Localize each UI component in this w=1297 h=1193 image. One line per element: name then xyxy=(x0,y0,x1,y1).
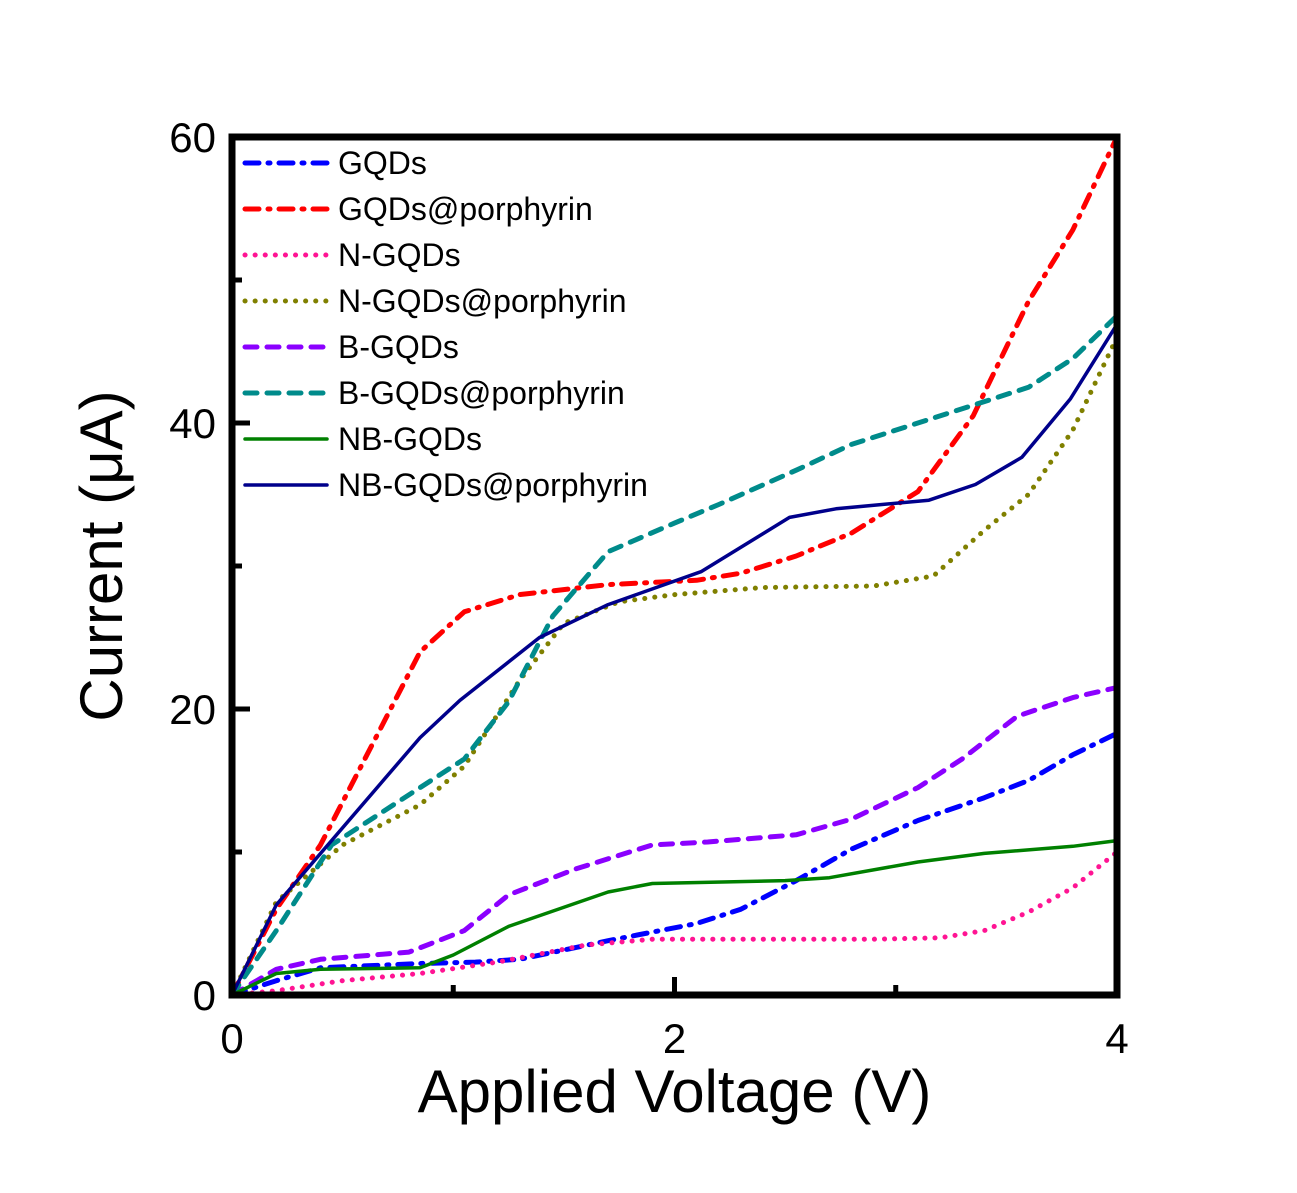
legend-label: GQDs xyxy=(338,145,427,181)
legend-item-b-gqds-porphyrin: B-GQDs@porphyrin xyxy=(242,375,625,411)
series-line-gqds xyxy=(229,730,1120,998)
legend-item-gqds: GQDs xyxy=(242,145,427,181)
legend-label: GQDs@porphyrin xyxy=(338,191,593,227)
series-layer xyxy=(229,134,1120,998)
series-line-b-gqds-porphyrin xyxy=(229,313,1120,998)
series-line-b-gqds xyxy=(229,685,1120,998)
legend-label: B-GQDs@porphyrin xyxy=(338,375,625,411)
legend-label: NB-GQDs@porphyrin xyxy=(338,467,648,503)
legend-label: N-GQDs@porphyrin xyxy=(338,283,627,319)
series-line-nb-gqds xyxy=(230,838,1119,997)
y-axis-title: Current (μA) xyxy=(68,390,135,721)
series-line-gqds-porphyrin xyxy=(229,134,1120,998)
y-tick-label: 0 xyxy=(193,972,216,1019)
legend-label: NB-GQDs xyxy=(338,421,482,457)
legend-item-nb-gqds-porphyrin: NB-GQDs@porphyrin xyxy=(243,467,648,503)
legend: GQDs GQDs@porphyrin N-GQDs N-GQDs@porphyrin… xyxy=(242,145,648,503)
x-axis-title: Applied Voltage (V) xyxy=(418,1058,932,1125)
legend-item-nb-gqds: NB-GQDs xyxy=(243,421,482,457)
series-line-n-gqds-porphyrin xyxy=(229,334,1120,998)
legend-label: B-GQDs xyxy=(338,329,459,365)
y-tick-label: 40 xyxy=(169,400,216,447)
legend-item-gqds-porphyrin: GQDs@porphyrin xyxy=(242,191,593,227)
x-tick-label: 2 xyxy=(663,1015,686,1062)
x-tick-label: 0 xyxy=(220,1015,243,1062)
legend-label: N-GQDs xyxy=(338,237,461,273)
series-line-nb-gqds-porphyrin xyxy=(230,322,1119,997)
series-line-n-gqds xyxy=(229,849,1120,998)
y-tick-label: 20 xyxy=(169,686,216,733)
legend-item-b-gqds: B-GQDs xyxy=(242,329,459,365)
legend-item-n-gqds-porphyrin: N-GQDs@porphyrin xyxy=(242,283,627,319)
y-tick-label: 60 xyxy=(169,114,216,161)
legend-item-n-gqds: N-GQDs xyxy=(242,237,461,273)
x-tick-label: 4 xyxy=(1105,1015,1128,1062)
